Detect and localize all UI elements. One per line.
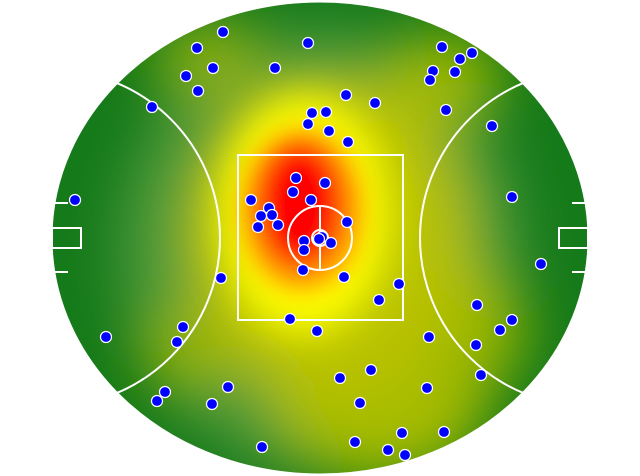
position-marker [254,209,268,223]
position-marker [368,96,382,110]
position-marker [485,119,499,133]
field-boundary [51,1,589,475]
position-marker [310,324,324,338]
position-marker [221,380,235,394]
position-marker [470,298,484,312]
position-marker [322,124,336,138]
position-marker [341,135,355,149]
position-marker [381,443,395,457]
position-marker [255,440,269,454]
position-marker [268,61,282,75]
position-marker [423,73,437,87]
position-marker [422,330,436,344]
position-markers [68,25,548,462]
right-50-arc [419,69,588,407]
position-marker [179,69,193,83]
left-goal-square [52,227,82,249]
position-marker [297,243,311,257]
right-goal-square [558,227,588,249]
position-marker [176,320,190,334]
position-marker [265,208,279,222]
position-marker [469,338,483,352]
position-marker [448,65,462,79]
position-marker [251,220,265,234]
left-50-arc [52,69,221,407]
position-marker [305,106,319,120]
position-marker [339,88,353,102]
position-marker [493,323,507,337]
position-marker [304,193,318,207]
position-marker [465,46,479,60]
position-marker [395,426,409,440]
position-marker [214,271,228,285]
position-marker [319,105,333,119]
position-marker [534,257,548,271]
position-marker [372,293,386,307]
position-marker [364,363,378,377]
position-marker [150,394,164,408]
centre-square [237,154,404,321]
position-marker [205,397,219,411]
position-marker [337,270,351,284]
position-marker [453,52,467,66]
heat-zone-top-left [155,20,265,100]
position-marker [206,61,220,75]
position-marker [145,100,159,114]
position-marker [340,215,354,229]
position-marker [191,84,205,98]
position-marker [296,263,310,277]
position-marker [244,193,258,207]
position-marker [420,381,434,395]
position-marker [505,313,519,327]
position-marker [318,176,332,190]
position-marker [170,335,184,349]
position-marker [190,41,204,55]
position-marker [68,193,82,207]
position-marker [348,435,362,449]
position-marker [289,171,303,185]
position-marker [158,385,172,399]
position-marker [437,425,451,439]
position-marker [392,277,406,291]
position-marker [301,36,315,50]
position-marker [505,190,519,204]
position-marker [301,117,315,131]
position-marker [439,103,453,117]
position-marker [474,368,488,382]
position-marker [398,448,412,462]
position-marker [324,236,338,250]
position-marker [435,40,449,54]
position-marker [283,312,297,326]
position-marker [312,232,326,246]
position-marker [99,330,113,344]
position-marker [353,396,367,410]
position-marker [216,25,230,39]
position-marker [271,218,285,232]
position-marker [286,185,300,199]
position-marker [333,371,347,385]
